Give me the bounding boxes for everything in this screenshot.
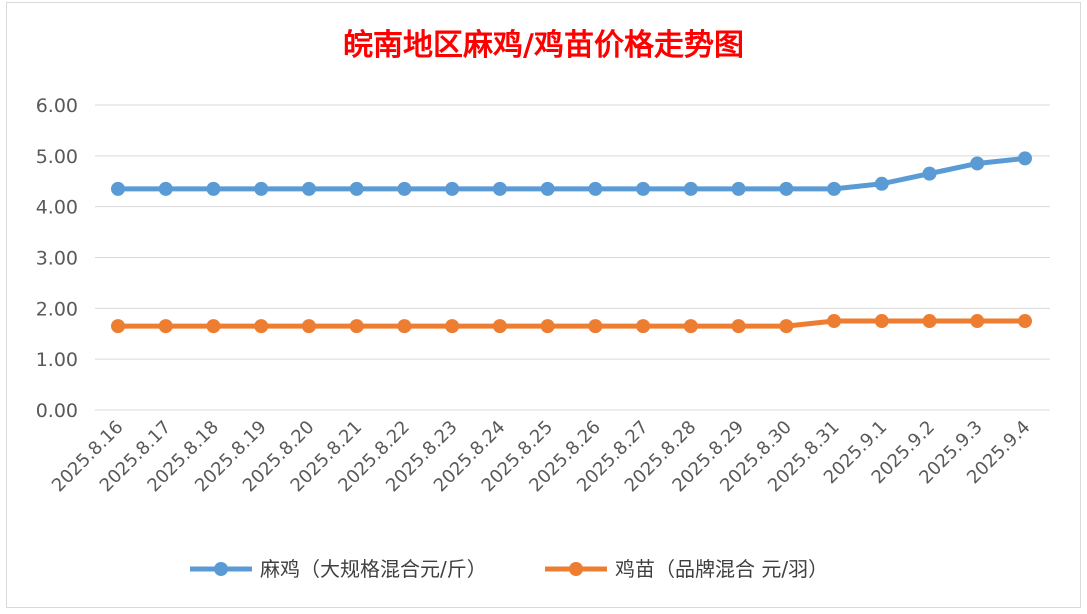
series-line: [115, 318, 1028, 329]
y-tick-label: 1.00: [36, 349, 78, 371]
legend-item: 麻鸡（大规格混合元/斤）: [190, 557, 487, 581]
series-layer: [111, 151, 1032, 334]
data-point: [1018, 314, 1032, 329]
chart-title: 皖南地区麻鸡/鸡苗价格走势图: [343, 28, 744, 63]
data-point: [731, 181, 746, 196]
data-point: [397, 181, 412, 196]
data-point: [492, 319, 507, 334]
series-2: [111, 314, 1032, 334]
legend-label: 麻鸡（大规格混合元/斤）: [260, 557, 487, 581]
data-point: [588, 319, 603, 334]
data-point: [827, 314, 842, 329]
legend-label: 鸡苗（品牌混合 元/羽）: [615, 557, 828, 581]
data-point: [254, 319, 269, 334]
data-point: [731, 319, 746, 334]
data-point: [636, 181, 651, 196]
data-point: [349, 319, 364, 334]
data-point: [779, 181, 794, 196]
legend-marker-swatch: [569, 562, 583, 576]
y-tick-label: 0.00: [36, 400, 78, 422]
y-tick-label: 3.00: [36, 248, 78, 270]
data-point: [492, 181, 507, 196]
data-point: [874, 176, 889, 191]
data-point: [254, 181, 269, 196]
data-point: [349, 181, 364, 196]
data-point: [1018, 151, 1032, 166]
data-point: [874, 314, 889, 329]
data-point: [970, 314, 985, 329]
data-point: [540, 319, 555, 334]
data-point: [827, 181, 842, 196]
data-point: [445, 181, 460, 196]
legend: 麻鸡（大规格混合元/斤） 鸡苗（品牌混合 元/羽）: [190, 557, 828, 581]
data-point: [158, 319, 173, 334]
y-tick-label: 5.00: [36, 146, 78, 168]
data-point: [206, 319, 221, 334]
data-point: [540, 181, 555, 196]
y-tick-label: 2.00: [36, 298, 78, 320]
series-line: [115, 155, 1028, 192]
data-point: [158, 181, 173, 196]
data-point: [922, 166, 937, 181]
data-point: [206, 181, 221, 196]
legend-item: 鸡苗（品牌混合 元/羽）: [545, 557, 828, 581]
y-axis-ticks: 0.00 1.00 2.00 3.00 4.00 5.00 6.00: [36, 95, 78, 422]
x-axis-ticks: 2025.8.162025.8.172025.8.182025.8.192025…: [48, 417, 1035, 497]
data-point: [301, 319, 316, 334]
data-point: [779, 319, 794, 334]
gridlines: [95, 104, 1050, 411]
data-point: [397, 319, 412, 334]
data-point: [970, 156, 985, 171]
legend-marker-swatch: [214, 562, 228, 576]
data-point: [683, 319, 698, 334]
data-point: [111, 319, 125, 334]
data-point: [922, 314, 937, 329]
data-point: [588, 181, 603, 196]
y-tick-label: 6.00: [36, 95, 78, 117]
chart-frame: [6, 2, 1081, 608]
data-point: [301, 181, 316, 196]
data-point: [636, 319, 651, 334]
data-point: [111, 181, 125, 196]
y-tick-label: 4.00: [36, 197, 78, 219]
data-point: [683, 181, 698, 196]
series-1: [111, 151, 1032, 196]
data-point: [445, 319, 460, 334]
